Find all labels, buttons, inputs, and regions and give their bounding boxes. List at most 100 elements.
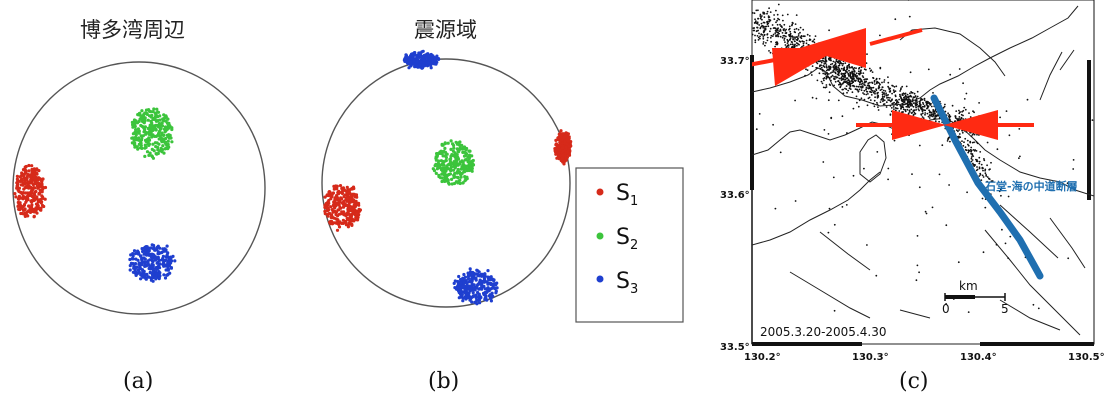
epicenter: [772, 123, 774, 126]
stress-point: [337, 189, 341, 193]
stress-point: [412, 62, 416, 66]
stress-point: [427, 61, 431, 65]
epicenter: [983, 159, 986, 162]
stress-point: [451, 168, 456, 172]
legend-label-s1: S1: [616, 181, 638, 209]
epicenter: [785, 46, 788, 48]
epicenter: [899, 93, 901, 96]
epicenter: [873, 99, 876, 102]
stress-point: [456, 162, 461, 166]
epicenter: [906, 98, 908, 101]
epicenter: [741, 27, 743, 29]
epicenter: [958, 135, 960, 138]
epicenter: [779, 28, 782, 31]
stress-point: [29, 181, 33, 185]
epicenter: [826, 66, 828, 69]
stress-point: [21, 194, 25, 198]
stress-point: [351, 185, 356, 189]
lon-label-130-2: 130.2°: [744, 352, 781, 363]
stress-point: [555, 147, 559, 151]
stress-point: [459, 290, 463, 294]
stress-point: [338, 184, 343, 188]
epicenter: [957, 137, 960, 139]
lon-label-130-4: 130.4°: [960, 352, 997, 363]
epicenter: [746, 16, 748, 18]
epicenter: [835, 59, 838, 61]
epicenter: [1074, 383, 1076, 385]
epicenter: [744, 11, 746, 13]
epicenter: [872, 77, 875, 80]
stress-point: [147, 131, 151, 135]
epicenter: [1037, 307, 1040, 310]
stress-point: [18, 201, 22, 205]
stress-point: [30, 195, 35, 199]
stress-point: [354, 215, 358, 220]
stress-point: [167, 145, 171, 149]
epicenter: [739, 28, 741, 30]
epicenter: [846, 66, 849, 69]
stress-point: [416, 55, 420, 59]
epicenter: [958, 116, 961, 118]
epicenter: [904, 103, 907, 105]
epicenter: [781, 32, 784, 34]
epicenter: [841, 75, 844, 77]
epicenter: [877, 109, 880, 111]
stress-point: [151, 253, 155, 257]
epicenter: [857, 90, 860, 92]
epicenter: [934, 109, 937, 112]
stress-point: [434, 162, 438, 166]
stress-point: [151, 260, 155, 264]
stress-point: [158, 266, 162, 270]
epicenter: [834, 61, 837, 64]
stress-point: [432, 169, 437, 173]
stress-point: [328, 190, 332, 194]
epicenter: [837, 64, 840, 67]
legend-label-s3: S3: [616, 269, 638, 297]
lat-label-33-7: 33.7°: [720, 56, 750, 67]
fault-label: 石堂-海の中道断層: [984, 179, 1078, 193]
epicenter: [902, 108, 905, 111]
epicenter: [895, 101, 898, 103]
stress-point: [158, 251, 162, 255]
epicenter: [743, 31, 745, 33]
epicenter: [996, 148, 999, 151]
stress-point: [433, 58, 437, 62]
stress-point: [132, 266, 136, 270]
epicenter: [804, 74, 806, 77]
stress-point: [356, 218, 360, 222]
epicenter: [786, 13, 789, 16]
stress-point: [36, 204, 40, 208]
epicenter: [958, 133, 961, 135]
stress-point: [558, 143, 562, 147]
epicenter: [874, 92, 876, 95]
legend-item-s2: S2: [596, 225, 638, 253]
stress-point: [352, 218, 356, 222]
stress-point: [338, 200, 342, 204]
epicenter: [988, 168, 991, 171]
epicenter: [948, 118, 951, 121]
epicenter: [844, 72, 847, 75]
epicenter: [768, 20, 771, 23]
stress-point: [30, 164, 34, 168]
epicenter: [828, 65, 830, 67]
lat-label-33-5: 33.5°: [720, 342, 750, 353]
epicenter: [789, 32, 792, 35]
stress-point: [166, 142, 170, 147]
stress-point: [346, 188, 350, 192]
stress-point: [323, 212, 327, 216]
stress-point: [140, 263, 144, 267]
stress-point: [147, 275, 151, 279]
fault-line: [899, 309, 931, 319]
epicenter: [913, 92, 916, 95]
stress-point: [465, 169, 469, 173]
epicenter: [795, 27, 798, 30]
epicenter: [884, 94, 886, 96]
epicenter: [852, 68, 855, 70]
stress-point: [415, 60, 419, 64]
stress-point: [143, 257, 147, 261]
stress-point: [412, 59, 416, 63]
stress-point: [462, 167, 466, 171]
epicenter: [833, 223, 836, 226]
epicenter: [979, 151, 982, 153]
epicenter: [823, 79, 825, 82]
